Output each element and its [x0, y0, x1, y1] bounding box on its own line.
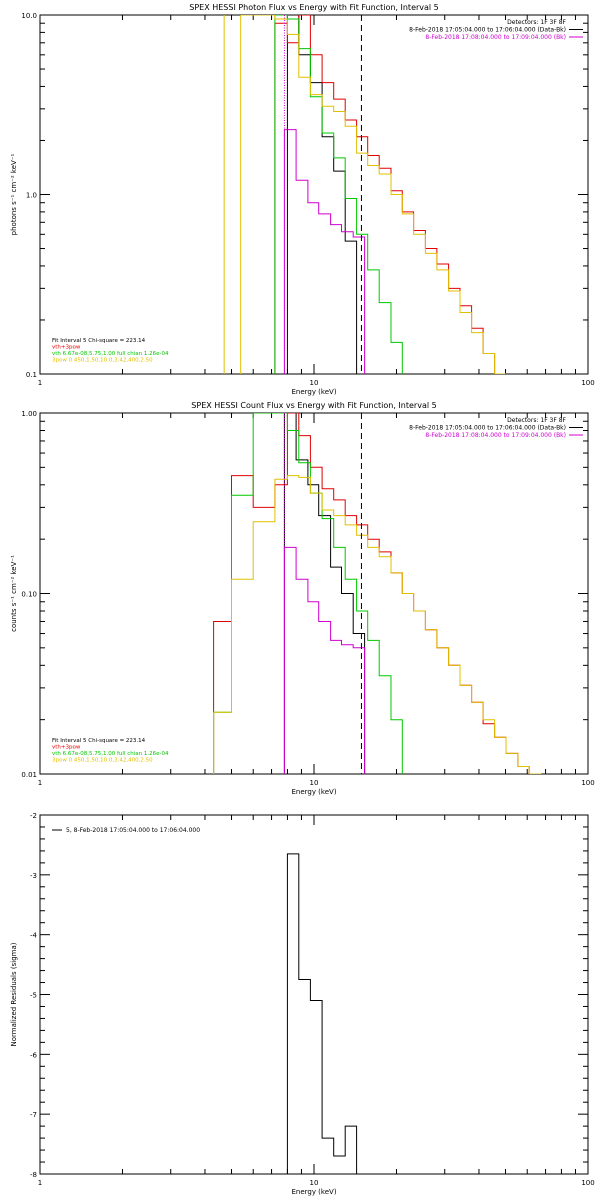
x-tick-label: 10 — [310, 1179, 319, 1187]
y-tick-label: -7 — [30, 1111, 37, 1119]
x-tick-label: 100 — [581, 779, 594, 787]
y-tick-label: -2 — [30, 812, 37, 820]
series-line-3 — [274, 15, 403, 374]
series-line-3 — [213, 413, 403, 774]
y-tick-label: 0.01 — [21, 771, 37, 779]
y-tick-label: 0.1 — [26, 371, 37, 379]
legend-text: Fit Interval 5 Chi-square = 223.14 — [52, 738, 146, 744]
legend-text: 3pow 0.450,1.50,10.0,3.42,400,2.50 — [52, 358, 153, 364]
y-axis-label: counts s⁻¹ cm⁻² keV⁻¹ — [10, 555, 18, 632]
x-tick-label: 1 — [38, 379, 42, 387]
legend-text: vth+3pow — [52, 345, 81, 351]
y-axis-label: photons s⁻¹ cm⁻² keV⁻¹ — [10, 153, 18, 235]
x-tick-label: 100 — [581, 1179, 594, 1187]
chart-panel-2: SPEX HESSI Count Flux vs Energy with Fit… — [10, 401, 595, 796]
legend-text: vth 6.67e-08,5.75,1.00 full chian 1.26e-… — [52, 751, 169, 757]
chart-panel-3: 1 10 100 Energy (keV) -8 -7 -6 -5 -4 -3 -2 Normaliz… — [10, 812, 595, 1196]
x-tick-label: 10 — [310, 779, 319, 787]
y-tick-label: -5 — [30, 992, 37, 1000]
chart-title: SPEX HESSI Count Flux vs Energy with Fit… — [191, 401, 436, 410]
x-tick-label: 10 — [310, 379, 319, 387]
x-tick-label: 100 — [581, 379, 594, 387]
plot-frame — [39, 14, 589, 375]
header-text: Detectors: 1F 3F 8F — [507, 417, 566, 424]
series-line-2 — [213, 413, 542, 774]
x-axis-label: Energy (keV) — [291, 1188, 336, 1196]
series-line-2 — [274, 15, 506, 374]
legend-text: vth+3pow — [52, 745, 81, 751]
legend-text: Fit Interval 5 Chi-square = 223.14 — [52, 338, 146, 344]
plot-frame — [39, 814, 589, 1175]
y-tick-label: 10.0 — [21, 12, 37, 20]
header-text: 8-Feb-2018 17:05:04.000 to 17:06:04.000 … — [409, 425, 566, 432]
x-tick-label: 1 — [38, 1179, 42, 1187]
series-line-4 — [283, 546, 366, 774]
header-text: 8-Feb-2018 17:08:04.000 to 17:09:04.000 … — [425, 432, 566, 439]
series-group — [223, 15, 506, 374]
y-tick-label: -8 — [30, 1171, 37, 1179]
y-tick-label: -3 — [30, 872, 37, 880]
legend-text: vth 6.67e-08,5.75,1.00 full chian 1.26e-… — [52, 351, 169, 357]
series-line-5 — [240, 15, 506, 374]
chart-title: SPEX HESSI Photon Flux vs Energy with Fi… — [189, 3, 439, 12]
chart-panel-1: SPEX HESSI Photon Flux vs Energy with Fi… — [10, 3, 595, 396]
y-tick-label: 1.00 — [21, 410, 37, 418]
header-text: 8-Feb-2018 17:08:04.000 to 17:09:04.000 … — [425, 34, 566, 41]
series-line-1 — [283, 413, 366, 774]
legend-text: 5, 8-Feb-2018 17:05:04.000 to 17:06:04.0… — [66, 827, 200, 834]
y-tick-label: 0.10 — [21, 591, 37, 599]
y-axis-label: Normalized Residuals (sigma) — [10, 942, 18, 1046]
header-text: 8-Feb-2018 17:05:04.000 to 17:06:04.000 … — [409, 27, 566, 34]
legend-text: 3pow 0.450,1.50,10.0,3.42,400,2.50 — [52, 758, 153, 764]
series-line-5 — [213, 475, 542, 774]
x-axis-label: Energy (keV) — [291, 388, 336, 396]
series-line-4 — [283, 129, 366, 374]
x-tick-label: 1 — [38, 779, 42, 787]
y-tick-label: -6 — [30, 1051, 38, 1059]
series-group — [286, 853, 358, 1174]
series-group — [213, 413, 542, 774]
series-line-1 — [286, 853, 358, 1174]
x-axis-label: Energy (keV) — [291, 788, 336, 796]
header-text: Detectors: 1F 3F 8F — [507, 19, 566, 26]
y-tick-label: -4 — [30, 932, 38, 940]
y-tick-label: 1.0 — [26, 192, 37, 200]
